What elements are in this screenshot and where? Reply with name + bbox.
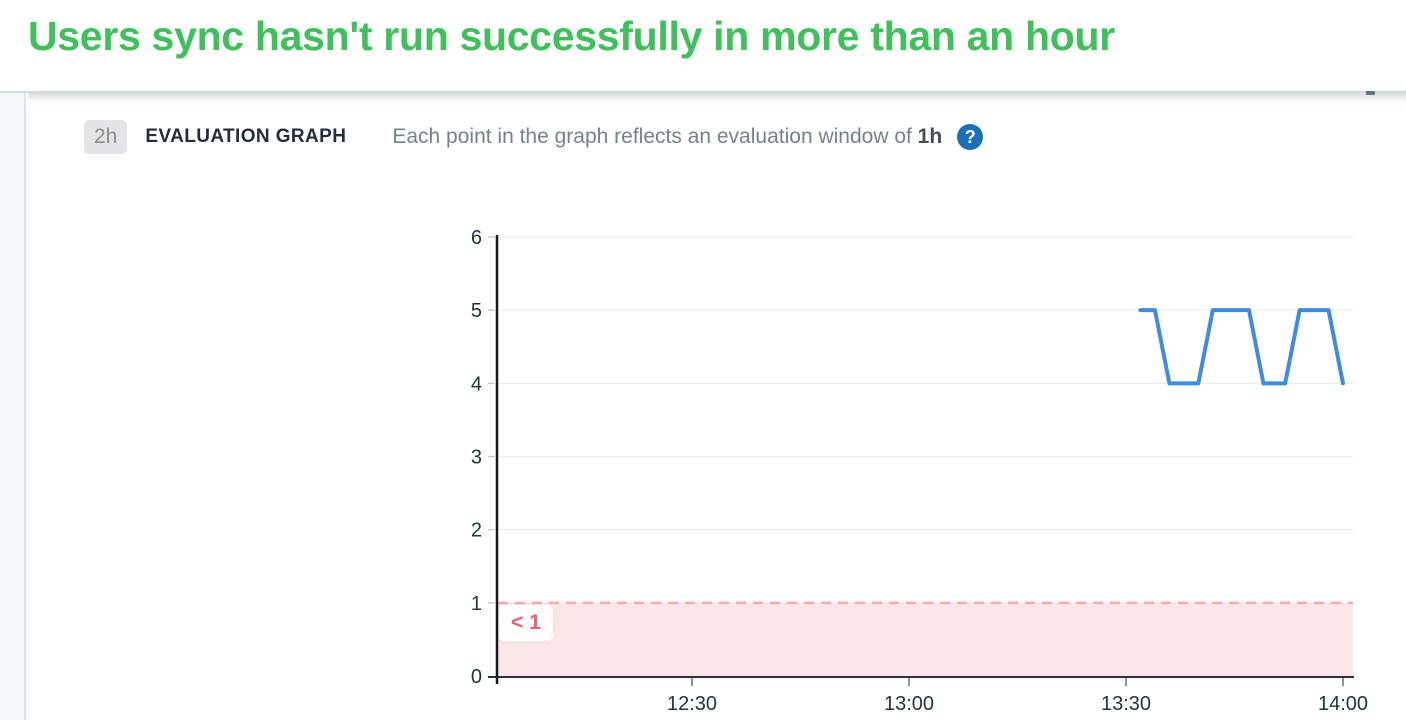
page-title: Users sync hasn't run successfully in mo… (28, 13, 1115, 59)
section-description-text: Each point in the graph reflects an eval… (392, 125, 918, 148)
question-mark-glyph: ? (964, 126, 976, 147)
y-tick-label: 6 (471, 227, 482, 249)
header-divider (0, 91, 1406, 93)
series-line-evaluation (1138, 308, 1345, 386)
help-icon[interactable]: ? (957, 124, 984, 150)
y-tick-label: 5 (471, 300, 482, 322)
x-tick-label: 14:00 (1318, 693, 1368, 715)
left-gutter (0, 93, 26, 720)
y-tick-label: 3 (471, 447, 482, 469)
threshold-label: < 1 (499, 605, 553, 641)
chart-plot-area[interactable] (497, 237, 1353, 677)
y-tick-label: 4 (471, 373, 482, 395)
evaluation-header-row: 2h EVALUATION GRAPH Each point in the gr… (84, 120, 984, 154)
page-header: Users sync hasn't run successfully in mo… (0, 0, 1406, 91)
x-tick-label: 13:00 (884, 693, 934, 715)
y-tick-label: 0 (471, 666, 482, 688)
duration-badge: 2h (84, 120, 128, 154)
x-tick-label: 12:30 (667, 693, 717, 715)
y-tick-label: 2 (471, 520, 482, 542)
threshold-zone (498, 602, 1353, 676)
divider-notch (1366, 91, 1375, 95)
x-tick-label: 13:30 (1101, 693, 1151, 715)
evaluation-window-value: 1h (917, 125, 943, 148)
y-tick-label: 1 (471, 593, 482, 615)
section-description: Each point in the graph reflects an eval… (392, 125, 942, 149)
section-title: EVALUATION GRAPH (145, 126, 347, 147)
